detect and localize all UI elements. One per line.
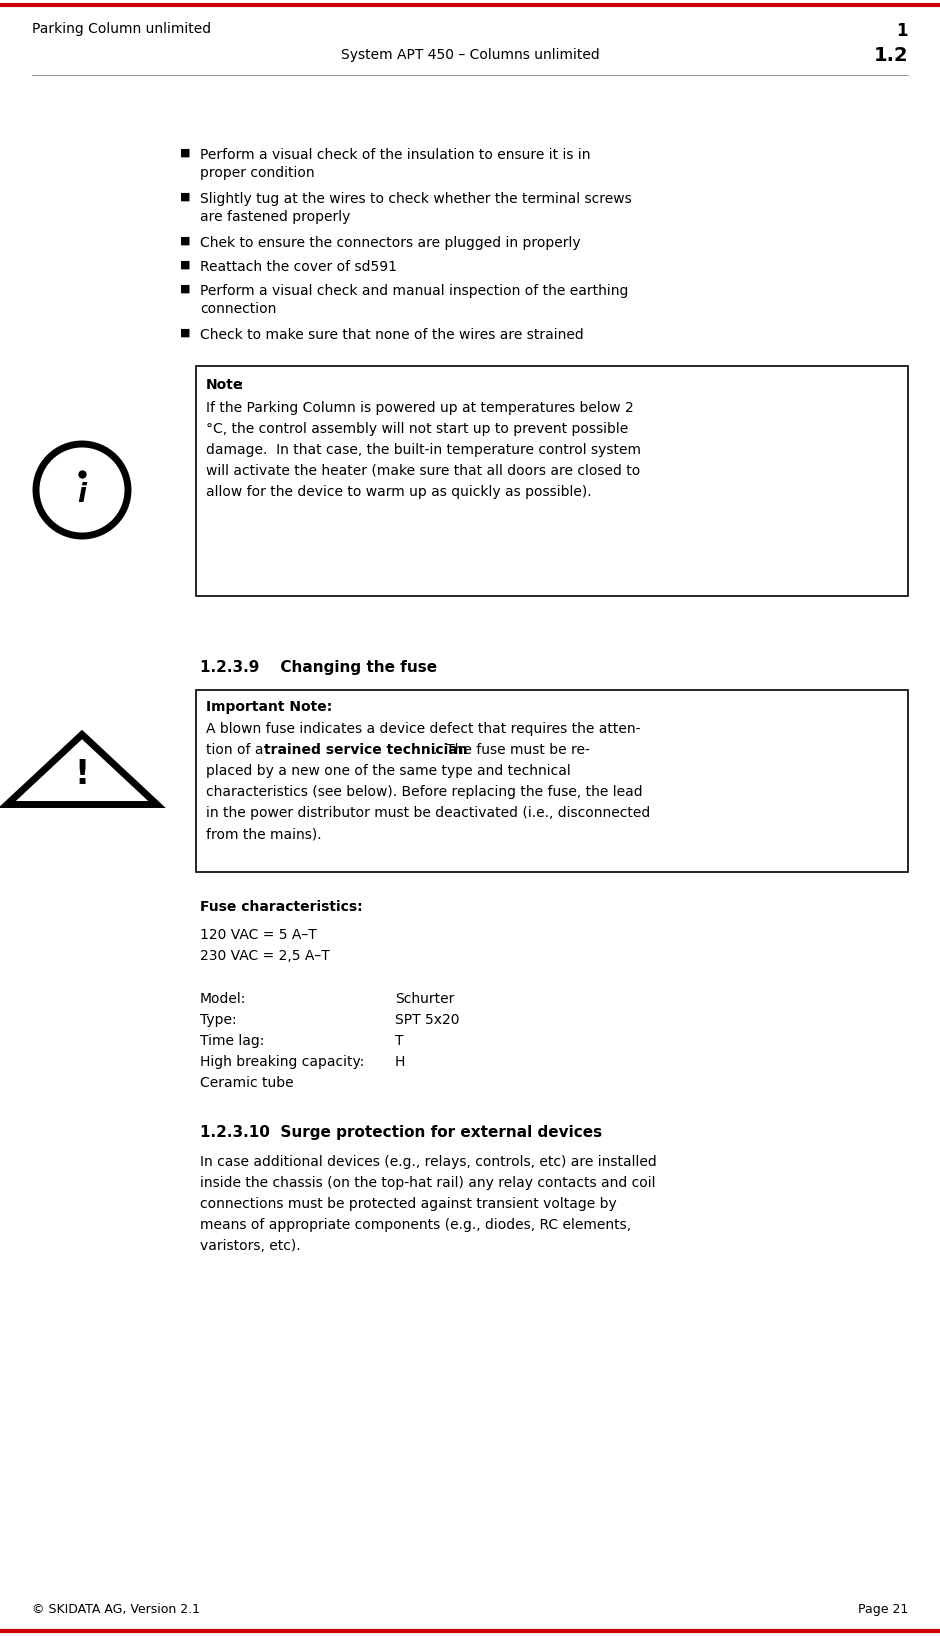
Text: SPT 5x20: SPT 5x20	[395, 1013, 460, 1027]
Text: i: i	[77, 483, 86, 509]
Text: placed by a new one of the same type and technical: placed by a new one of the same type and…	[206, 764, 571, 779]
Text: 230 VAC = 2,5 A–T: 230 VAC = 2,5 A–T	[200, 949, 330, 964]
Text: °C, the control assembly will not start up to prevent possible: °C, the control assembly will not start …	[206, 422, 628, 437]
Text: !: !	[74, 759, 89, 792]
Text: characteristics (see below). Before replacing the fuse, the lead: characteristics (see below). Before repl…	[206, 785, 643, 798]
Text: ■: ■	[180, 260, 191, 270]
Text: Page 21: Page 21	[857, 1603, 908, 1616]
Text: 120 VAC = 5 A–T: 120 VAC = 5 A–T	[200, 928, 317, 942]
Text: Chek to ensure the connectors are plugged in properly: Chek to ensure the connectors are plugge…	[200, 236, 581, 250]
Text: trained service technician: trained service technician	[264, 743, 467, 757]
Text: 1.2.3.10  Surge protection for external devices: 1.2.3.10 Surge protection for external d…	[200, 1126, 603, 1140]
Text: If the Parking Column is powered up at temperatures below 2: If the Parking Column is powered up at t…	[206, 401, 634, 416]
Text: Model:: Model:	[200, 991, 246, 1006]
Text: in the power distributor must be deactivated (i.e., disconnected: in the power distributor must be deactiv…	[206, 807, 650, 820]
Text: 1: 1	[897, 21, 908, 39]
Text: Parking Column unlimited: Parking Column unlimited	[32, 21, 212, 36]
Text: ■: ■	[180, 327, 191, 339]
Text: means of appropriate components (e.g., diodes, RC elements,: means of appropriate components (e.g., d…	[200, 1217, 631, 1232]
Text: Fuse characteristics:: Fuse characteristics:	[200, 900, 363, 915]
Text: Reattach the cover of sd591: Reattach the cover of sd591	[200, 260, 397, 273]
Text: ■: ■	[180, 147, 191, 159]
Text: .  The fuse must be re-: . The fuse must be re-	[433, 743, 590, 757]
Text: Type:: Type:	[200, 1013, 237, 1027]
Text: tion of a: tion of a	[206, 743, 268, 757]
Text: Slightly tug at the wires to check whether the terminal screws
are fastened prop: Slightly tug at the wires to check wheth…	[200, 191, 632, 224]
FancyBboxPatch shape	[196, 690, 908, 872]
Text: A blown fuse indicates a device defect that requires the atten-: A blown fuse indicates a device defect t…	[206, 721, 640, 736]
Text: 1.2: 1.2	[873, 46, 908, 65]
Text: Perform a visual check of the insulation to ensure it is in
proper condition: Perform a visual check of the insulation…	[200, 147, 590, 180]
Text: Ceramic tube: Ceramic tube	[200, 1076, 293, 1090]
Text: from the mains).: from the mains).	[206, 828, 321, 841]
Text: will activate the heater (make sure that all doors are closed to: will activate the heater (make sure that…	[206, 465, 640, 478]
Text: Schurter: Schurter	[395, 991, 454, 1006]
Text: In case additional devices (e.g., relays, controls, etc) are installed: In case additional devices (e.g., relays…	[200, 1155, 657, 1170]
Text: inside the chassis (on the top-hat rail) any relay contacts and coil: inside the chassis (on the top-hat rail)…	[200, 1176, 655, 1189]
Text: High breaking capacity:: High breaking capacity:	[200, 1055, 365, 1068]
Polygon shape	[7, 735, 157, 805]
FancyBboxPatch shape	[196, 366, 908, 596]
Text: Check to make sure that none of the wires are strained: Check to make sure that none of the wire…	[200, 327, 584, 342]
Text: 1.2.3.9    Changing the fuse: 1.2.3.9 Changing the fuse	[200, 659, 437, 676]
Text: allow for the device to warm up as quickly as possible).: allow for the device to warm up as quick…	[206, 484, 591, 499]
Text: Perform a visual check and manual inspection of the earthing
connection: Perform a visual check and manual inspec…	[200, 285, 628, 316]
Text: ■: ■	[180, 191, 191, 201]
Text: ■: ■	[180, 285, 191, 294]
Text: damage.  In that case, the built-in temperature control system: damage. In that case, the built-in tempe…	[206, 443, 641, 456]
Text: © SKIDATA AG, Version 2.1: © SKIDATA AG, Version 2.1	[32, 1603, 200, 1616]
Text: ■: ■	[180, 236, 191, 245]
Text: varistors, etc).: varistors, etc).	[200, 1238, 301, 1253]
Text: Important Note:: Important Note:	[206, 700, 332, 713]
Text: connections must be protected against transient voltage by: connections must be protected against tr…	[200, 1198, 617, 1211]
Text: Time lag:: Time lag:	[200, 1034, 264, 1049]
Text: :: :	[238, 378, 243, 393]
Text: Note: Note	[206, 378, 243, 393]
Text: H: H	[395, 1055, 405, 1068]
Text: System APT 450 – Columns unlimited: System APT 450 – Columns unlimited	[340, 47, 600, 62]
Text: T: T	[395, 1034, 403, 1049]
